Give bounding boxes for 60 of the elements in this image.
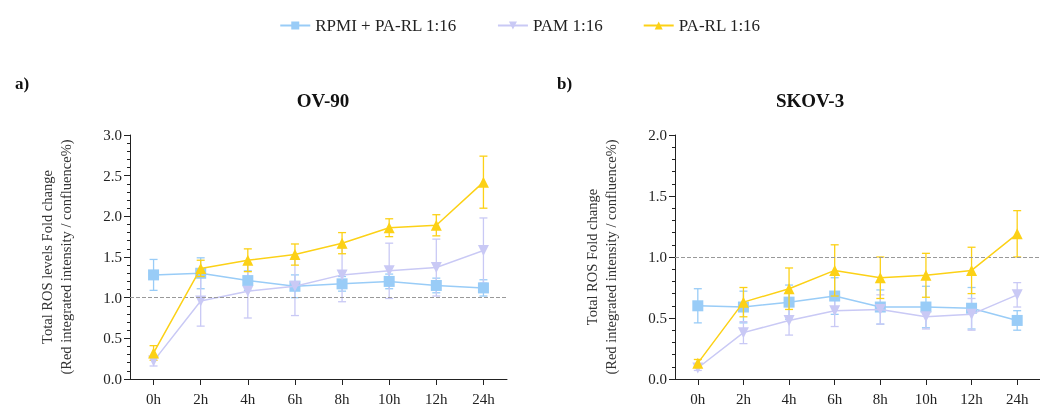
y-tick-label: 2.0 xyxy=(103,208,122,225)
y-tick-label: 1.5 xyxy=(648,188,667,204)
x-tick-label: 2h xyxy=(735,390,752,407)
x-tick-label: 4h xyxy=(240,390,256,407)
point xyxy=(692,300,704,312)
point xyxy=(1011,314,1023,326)
point xyxy=(195,262,207,274)
point xyxy=(148,269,160,281)
legend-label: PA-RL 1:16 xyxy=(678,16,761,35)
y-tick-label: 3.0 xyxy=(103,127,122,143)
point xyxy=(920,269,932,281)
point xyxy=(242,275,254,287)
y-tick-label: 1.5 xyxy=(103,249,122,265)
point xyxy=(242,254,254,266)
y-tick-label: 0.0 xyxy=(103,371,122,387)
text: b) xyxy=(557,74,573,93)
point xyxy=(1011,228,1023,240)
chart-title: SKOV-3 xyxy=(775,90,845,111)
point xyxy=(477,244,489,256)
legend-label: RPMI + PA-RL 1:16 xyxy=(315,16,457,35)
x-tick-label: 0h xyxy=(146,390,162,407)
point xyxy=(336,269,348,281)
x-tick-label: 2h xyxy=(193,390,209,407)
y-tick-label: 2.0 xyxy=(648,127,667,143)
x-tick-label: 6h xyxy=(827,390,843,407)
x-tick-label: 8h xyxy=(334,390,351,407)
point xyxy=(1011,289,1023,301)
point xyxy=(336,237,348,249)
point xyxy=(383,222,395,234)
point xyxy=(242,285,254,297)
text: a) xyxy=(15,74,30,93)
x-tick-label: 4h xyxy=(781,390,798,407)
y-tick-label: 0.0 xyxy=(648,371,667,387)
x-tick-label: 0h xyxy=(690,390,706,407)
y-tick-label: 0.5 xyxy=(648,310,667,326)
x-tick-label: 24h xyxy=(1005,390,1029,407)
y-tick-label: 1.0 xyxy=(648,249,667,265)
point xyxy=(477,176,489,188)
point xyxy=(829,264,841,276)
x-tick-label: 10h xyxy=(377,390,401,407)
x-tick-label: 6h xyxy=(287,390,303,407)
legend-label: PAM 1:16 xyxy=(532,16,603,35)
y-axis-title: Total ROS levels Fold change (Red integrated intensity / confluence%) xyxy=(38,139,75,375)
y-tick-label: 2.5 xyxy=(103,167,122,184)
chart-title: OV-90 xyxy=(296,90,350,111)
point xyxy=(430,219,442,231)
point xyxy=(737,296,749,308)
x-tick-label: 12h xyxy=(960,390,984,407)
y-tick-label: 1.0 xyxy=(103,289,122,306)
y-tick-label: 0.5 xyxy=(103,330,122,347)
point xyxy=(783,283,795,295)
point xyxy=(783,314,795,326)
y-axis-title: Total ROS Fold change (Red integrated intensity / confluence%) xyxy=(583,139,620,375)
x-tick-label: 24h xyxy=(472,390,496,407)
x-tick-label: 8h xyxy=(872,390,889,407)
x-tick-label: 12h xyxy=(425,390,449,407)
x-tick-label: 10h xyxy=(914,390,938,407)
point xyxy=(874,272,886,284)
point xyxy=(289,249,301,261)
point xyxy=(966,308,978,320)
